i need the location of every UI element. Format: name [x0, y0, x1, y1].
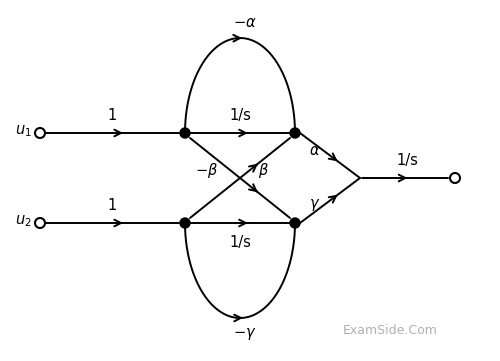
Text: $u_1$: $u_1$ [15, 123, 32, 139]
Text: $\gamma$: $\gamma$ [309, 197, 320, 213]
Circle shape [450, 173, 460, 183]
Circle shape [180, 218, 190, 228]
Text: $\beta$: $\beta$ [258, 161, 269, 179]
Text: $u_2$: $u_2$ [16, 213, 32, 229]
Circle shape [290, 218, 300, 228]
Text: 1: 1 [108, 108, 117, 123]
Text: ExamSide.Com: ExamSide.Com [342, 325, 438, 338]
Circle shape [35, 128, 45, 138]
Text: $-\alpha$: $-\alpha$ [233, 15, 257, 30]
Text: 1/s: 1/s [229, 108, 251, 123]
Text: $-\beta$: $-\beta$ [195, 161, 218, 179]
Circle shape [290, 128, 300, 138]
Text: 1/s: 1/s [396, 153, 418, 168]
Text: 1: 1 [108, 198, 117, 213]
Text: 1/s: 1/s [229, 235, 251, 250]
Text: $\alpha$: $\alpha$ [309, 143, 320, 158]
Circle shape [35, 218, 45, 228]
Circle shape [180, 128, 190, 138]
Text: $-\gamma$: $-\gamma$ [233, 326, 257, 342]
